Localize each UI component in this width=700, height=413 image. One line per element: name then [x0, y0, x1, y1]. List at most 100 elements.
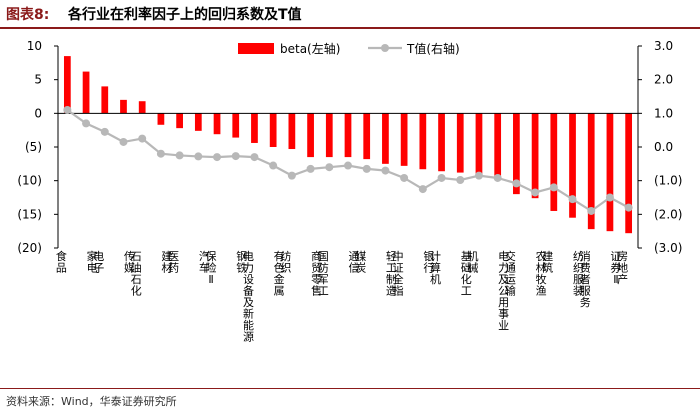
category-label: 基础化工	[461, 250, 472, 298]
beta-bar	[288, 113, 296, 150]
legend-t-marker	[381, 44, 389, 52]
t-value-point	[250, 153, 259, 162]
beta-bar	[251, 113, 258, 143]
beta-bar	[176, 113, 183, 129]
category-label: 房地产	[617, 250, 628, 286]
category-label: 计算机	[430, 250, 441, 286]
beta-bar	[494, 113, 502, 176]
category-label: 医药	[168, 250, 179, 275]
beta-bar	[625, 113, 633, 234]
right-axis-tick-label: 1.0	[654, 106, 673, 120]
beta-bar	[382, 113, 389, 164]
t-value-point	[100, 127, 109, 136]
category-label: 中证全指	[393, 250, 404, 298]
category-label: 石油石化	[131, 250, 142, 298]
t-value-point	[82, 119, 91, 128]
beta-bar	[82, 71, 90, 114]
t-value-point	[624, 203, 633, 212]
t-value-point	[138, 134, 147, 143]
category-label: 纺织服装	[573, 249, 584, 298]
beta-bar	[438, 113, 445, 172]
beta-bar	[513, 113, 520, 195]
beta-bar	[101, 86, 109, 114]
beta-bar	[138, 101, 146, 114]
beta-bar	[531, 113, 539, 199]
category-label: 通信	[349, 250, 360, 275]
category-label: 国防军工	[318, 250, 329, 298]
left-axis-tick-label: (20)	[17, 241, 42, 255]
t-value-point	[381, 166, 390, 175]
beta-bar	[269, 113, 277, 147]
category-label: 机械	[467, 249, 478, 275]
beta-bar	[456, 113, 464, 173]
category-label: 食品	[56, 249, 67, 275]
right-axis-tick-label: 3.0	[654, 39, 673, 53]
beta-bar	[606, 113, 614, 232]
category-label: 有色金属	[274, 249, 285, 298]
category-label: 保险 Ⅱ	[206, 249, 217, 286]
t-value-point	[213, 153, 222, 162]
category-label: 传媒	[124, 250, 135, 275]
figure-title: 各行业在利率因子上的回归系数及T值	[68, 7, 302, 23]
beta-bar	[569, 113, 576, 218]
t-value-point	[474, 171, 483, 180]
category-label: 钢铁	[236, 250, 247, 275]
category-label: 农林牧渔	[536, 249, 547, 298]
header-rule	[0, 27, 700, 29]
category-label: 建筑	[542, 249, 553, 275]
t-value-point	[269, 161, 278, 170]
t-value-point	[587, 206, 596, 215]
beta-t-value-chart: 10 5 0 (5) (10) (15) (20) 3.0 2.0 1.0 0.0 (1.0) (2.0…	[17, 39, 682, 344]
t-value-point	[418, 185, 427, 194]
t-value-point	[119, 137, 128, 146]
category-label: 消费者服务	[580, 249, 591, 309]
legend-beta-swatch	[238, 43, 274, 54]
t-value-point	[512, 179, 521, 188]
legend-t-label: T值(右轴)	[406, 41, 460, 56]
t-value-point	[175, 151, 184, 160]
category-label: 汽车	[199, 249, 210, 275]
category-label: 建材	[161, 249, 172, 275]
beta-bar	[325, 113, 333, 158]
beta-bar	[587, 113, 595, 230]
left-axis-tick-label: (5)	[25, 140, 42, 154]
right-axis-tick-label: (3.0)	[654, 241, 682, 255]
beta-bar	[213, 113, 221, 135]
t-value-point	[437, 173, 446, 182]
beta-bar	[307, 113, 314, 158]
source-note: 资料来源：Wind，华泰证券研究所	[6, 395, 177, 408]
t-value-point	[362, 164, 371, 173]
left-axis-tick-label: 10	[27, 39, 42, 53]
t-value-point	[605, 193, 614, 202]
category-label: 电力及公用事业	[498, 250, 509, 332]
t-value-point	[549, 183, 558, 192]
right-axis-tick-label: (2.0)	[654, 207, 682, 221]
right-axis-tick-label: (1.0)	[654, 174, 682, 188]
category-label: 证券 Ⅱ	[610, 250, 621, 286]
category-label: 电力设备及新能源	[243, 250, 254, 344]
beta-bar	[475, 113, 483, 174]
left-axis-tick-label: (15)	[17, 207, 42, 221]
left-axis-tick-label: 0	[34, 106, 42, 120]
beta-bar	[120, 99, 127, 114]
beta-bar	[550, 113, 558, 211]
right-axis-tick-label: 2.0	[654, 73, 673, 87]
t-value-point	[156, 149, 165, 158]
figure-header: 图表8: 各行业在利率因子上的回归系数及T值	[0, 0, 700, 30]
t-value-point	[231, 152, 240, 161]
category-label: 煤炭	[355, 250, 366, 275]
t-value-point	[194, 152, 203, 161]
t-value-point	[325, 163, 334, 172]
t-value-point	[306, 164, 315, 173]
source-rule	[0, 388, 700, 389]
legend-beta-label: beta(左轴)	[280, 41, 340, 56]
beta-bar	[344, 113, 352, 158]
category-label: 纺织	[280, 249, 291, 275]
beta-bar	[232, 113, 240, 138]
category-label: 交通运输	[505, 249, 516, 298]
t-value-point	[63, 105, 72, 114]
t-value-point	[493, 173, 502, 182]
category-label: 商贸零售	[311, 249, 322, 298]
t-value-point	[568, 195, 577, 204]
beta-bar	[363, 113, 371, 160]
